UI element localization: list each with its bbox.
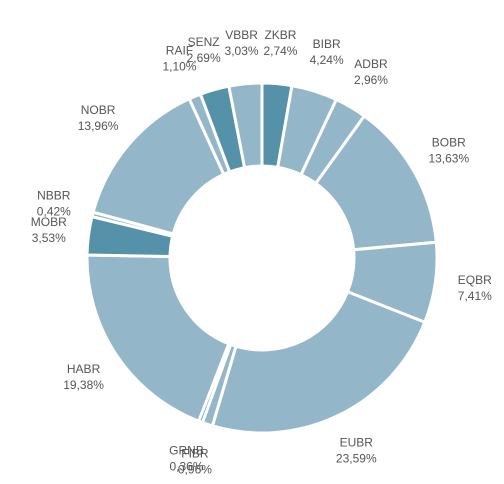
slice-value-label: 3,03%: [225, 44, 259, 58]
slice-value-label: 0,42%: [37, 205, 71, 219]
slice-label: FIBR: [181, 446, 209, 460]
slice-label: MOBR: [31, 215, 67, 229]
slice-value-label: 0,36%: [169, 459, 203, 473]
slice-label: NOBR: [81, 103, 116, 117]
slice-value-label: 0,96%: [178, 462, 212, 476]
slice-label: ADBR: [354, 57, 388, 71]
slice-label: ZKBR: [264, 28, 296, 42]
slice-value-label: 23,59%: [336, 451, 377, 465]
slice-value-label: 4,24%: [310, 53, 344, 67]
slice-value-label: 2,69%: [187, 51, 221, 65]
slice-label: VBBR: [225, 28, 258, 42]
donut-slice: [85, 253, 231, 424]
slice-label: RAIF: [166, 44, 193, 58]
slice-label: BOBR: [432, 136, 466, 150]
slice-value-label: 19,38%: [63, 378, 104, 392]
slice-value-label: 2,74%: [263, 44, 297, 58]
slice-label: NBBR: [37, 189, 71, 203]
slice-label: EUBR: [340, 435, 374, 449]
slice-label: SENZ: [188, 35, 220, 49]
slice-value-label: 1,10%: [162, 60, 196, 74]
slice-value-label: 3,53%: [32, 231, 66, 245]
slice-label: HABR: [67, 362, 101, 376]
donut-slice: [227, 81, 264, 170]
slice-value-label: 2,96%: [354, 73, 388, 87]
slice-label: GRNB: [169, 443, 204, 457]
slice-label: EQBR: [458, 273, 492, 287]
slice-value-label: 13,63%: [428, 152, 469, 166]
slice-label: BIBR: [313, 37, 341, 51]
slice-value-label: 13,96%: [78, 119, 119, 133]
donut-slice: [210, 289, 427, 435]
slice-value-label: 7,41%: [458, 289, 492, 303]
